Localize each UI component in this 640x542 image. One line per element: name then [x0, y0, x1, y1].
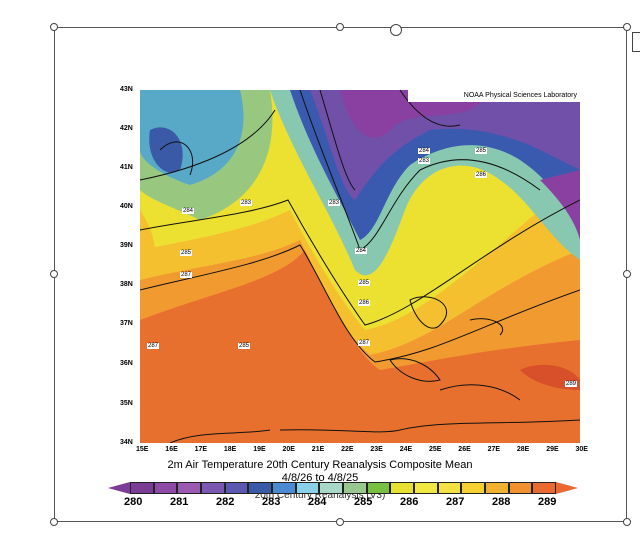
colorbar-swatch: [319, 482, 344, 494]
contour-label: 289: [565, 381, 578, 387]
contour-label: 283: [240, 200, 253, 206]
colorbar-label: 280: [124, 496, 143, 508]
colorbar-swatch: [461, 482, 486, 494]
resize-handle-e[interactable]: [623, 270, 631, 278]
resize-handle-se[interactable]: [623, 518, 631, 526]
colorbar-label: 289: [538, 496, 557, 508]
colorbar-swatch: [177, 482, 202, 494]
lon-tick: 29E: [546, 446, 559, 453]
contour-label: 284: [355, 248, 368, 254]
resize-handle-w[interactable]: [50, 270, 58, 278]
lat-tick: 42N: [120, 125, 133, 132]
contour-label: 285: [180, 250, 193, 256]
lat-tick: 39N: [120, 242, 133, 249]
colorbar-label: 285: [354, 496, 373, 508]
colorbar-extend-max: [556, 482, 579, 494]
contour-label: 284: [418, 148, 431, 154]
temperature-map: [140, 90, 580, 443]
contour-label: 283: [328, 200, 341, 206]
resize-handle-s[interactable]: [336, 518, 344, 526]
colorbar-label: 283: [262, 496, 281, 508]
lat-tick: 43N: [120, 86, 133, 93]
layout-options-tab[interactable]: [632, 32, 640, 52]
lon-tick: 26E: [458, 446, 471, 453]
lat-tick: 38N: [120, 281, 133, 288]
lat-tick: 40N: [120, 203, 133, 210]
colorbar-swatch: [272, 482, 296, 494]
colorbar-swatch: [366, 482, 391, 494]
colorbar-swatch: [414, 482, 438, 494]
colorbar-swatch: [130, 482, 154, 494]
figure-source: 20th Century Reanalysis (V3): [254, 490, 386, 501]
lon-tick: 27E: [487, 446, 501, 453]
contour-label: 285: [358, 280, 371, 286]
colorbar-swatch: [437, 482, 462, 494]
colorbar-swatch: [248, 482, 273, 494]
colorbar-swatch: [390, 482, 415, 494]
lon-tick: 15E: [136, 446, 149, 453]
colorbar-swatch: [224, 482, 249, 494]
contour-label: 287: [358, 340, 371, 346]
colorbar-swatch: [295, 482, 320, 494]
contour-label: 283: [418, 158, 431, 164]
colorbar-label: 286: [400, 496, 419, 508]
lon-tick: 28E: [516, 446, 530, 453]
colorbar-label: 282: [216, 496, 235, 508]
colorbar-label: 287: [446, 496, 465, 508]
lon-tick: 21E: [311, 446, 325, 453]
contour-label: 286: [358, 300, 371, 306]
lon-tick: 30E: [575, 446, 588, 453]
contour-label: 285: [475, 148, 488, 154]
colorbar-swatch: [201, 482, 225, 494]
figure-subtitle: 4/8/26 to 4/8/25: [281, 472, 359, 484]
lon-tick: 22E: [341, 446, 354, 453]
lat-tick: 41N: [120, 164, 133, 171]
lat-tick: 36N: [120, 360, 133, 367]
contour-label: 285: [238, 343, 251, 349]
resize-handle-n[interactable]: [336, 23, 344, 31]
contour-label: 287: [180, 272, 193, 278]
colorbar-swatch: [485, 482, 509, 494]
lon-tick: 24E: [399, 446, 413, 453]
credit-label: NOAA Physical Sciences Laboratory: [408, 90, 580, 102]
colorbar-label: 281: [170, 496, 189, 508]
colorbar-swatch: [153, 482, 178, 494]
colorbar-swatch: [532, 482, 557, 494]
colorbar-swatch: [343, 482, 367, 494]
lon-tick: 23E: [370, 446, 383, 453]
resize-handle-ne[interactable]: [623, 23, 631, 31]
colorbar: [108, 482, 579, 494]
contour-label: 286: [475, 172, 488, 178]
lat-tick: 34N: [120, 439, 133, 446]
figure-title: 2m Air Temperature 20th Century Reanalys…: [167, 459, 473, 471]
lon-tick: 19E: [253, 446, 266, 453]
colorbar-label: 288: [492, 496, 511, 508]
resize-handle-nw[interactable]: [50, 23, 58, 31]
contour-label: 287: [147, 343, 160, 349]
rotate-handle[interactable]: [390, 24, 402, 36]
lon-tick: 16E: [165, 446, 178, 453]
colorbar-swatch: [508, 482, 533, 494]
lon-tick: 18E: [223, 446, 237, 453]
contour-label: 284: [182, 208, 195, 214]
lat-tick: 35N: [120, 400, 133, 407]
lon-tick: 25E: [429, 446, 442, 453]
lon-tick: 17E: [194, 446, 208, 453]
lat-tick: 37N: [120, 320, 133, 327]
lon-tick: 20E: [282, 446, 295, 453]
colorbar-label: 284: [308, 496, 327, 508]
resize-handle-sw[interactable]: [50, 518, 58, 526]
colorbar-extend-min: [108, 482, 130, 494]
